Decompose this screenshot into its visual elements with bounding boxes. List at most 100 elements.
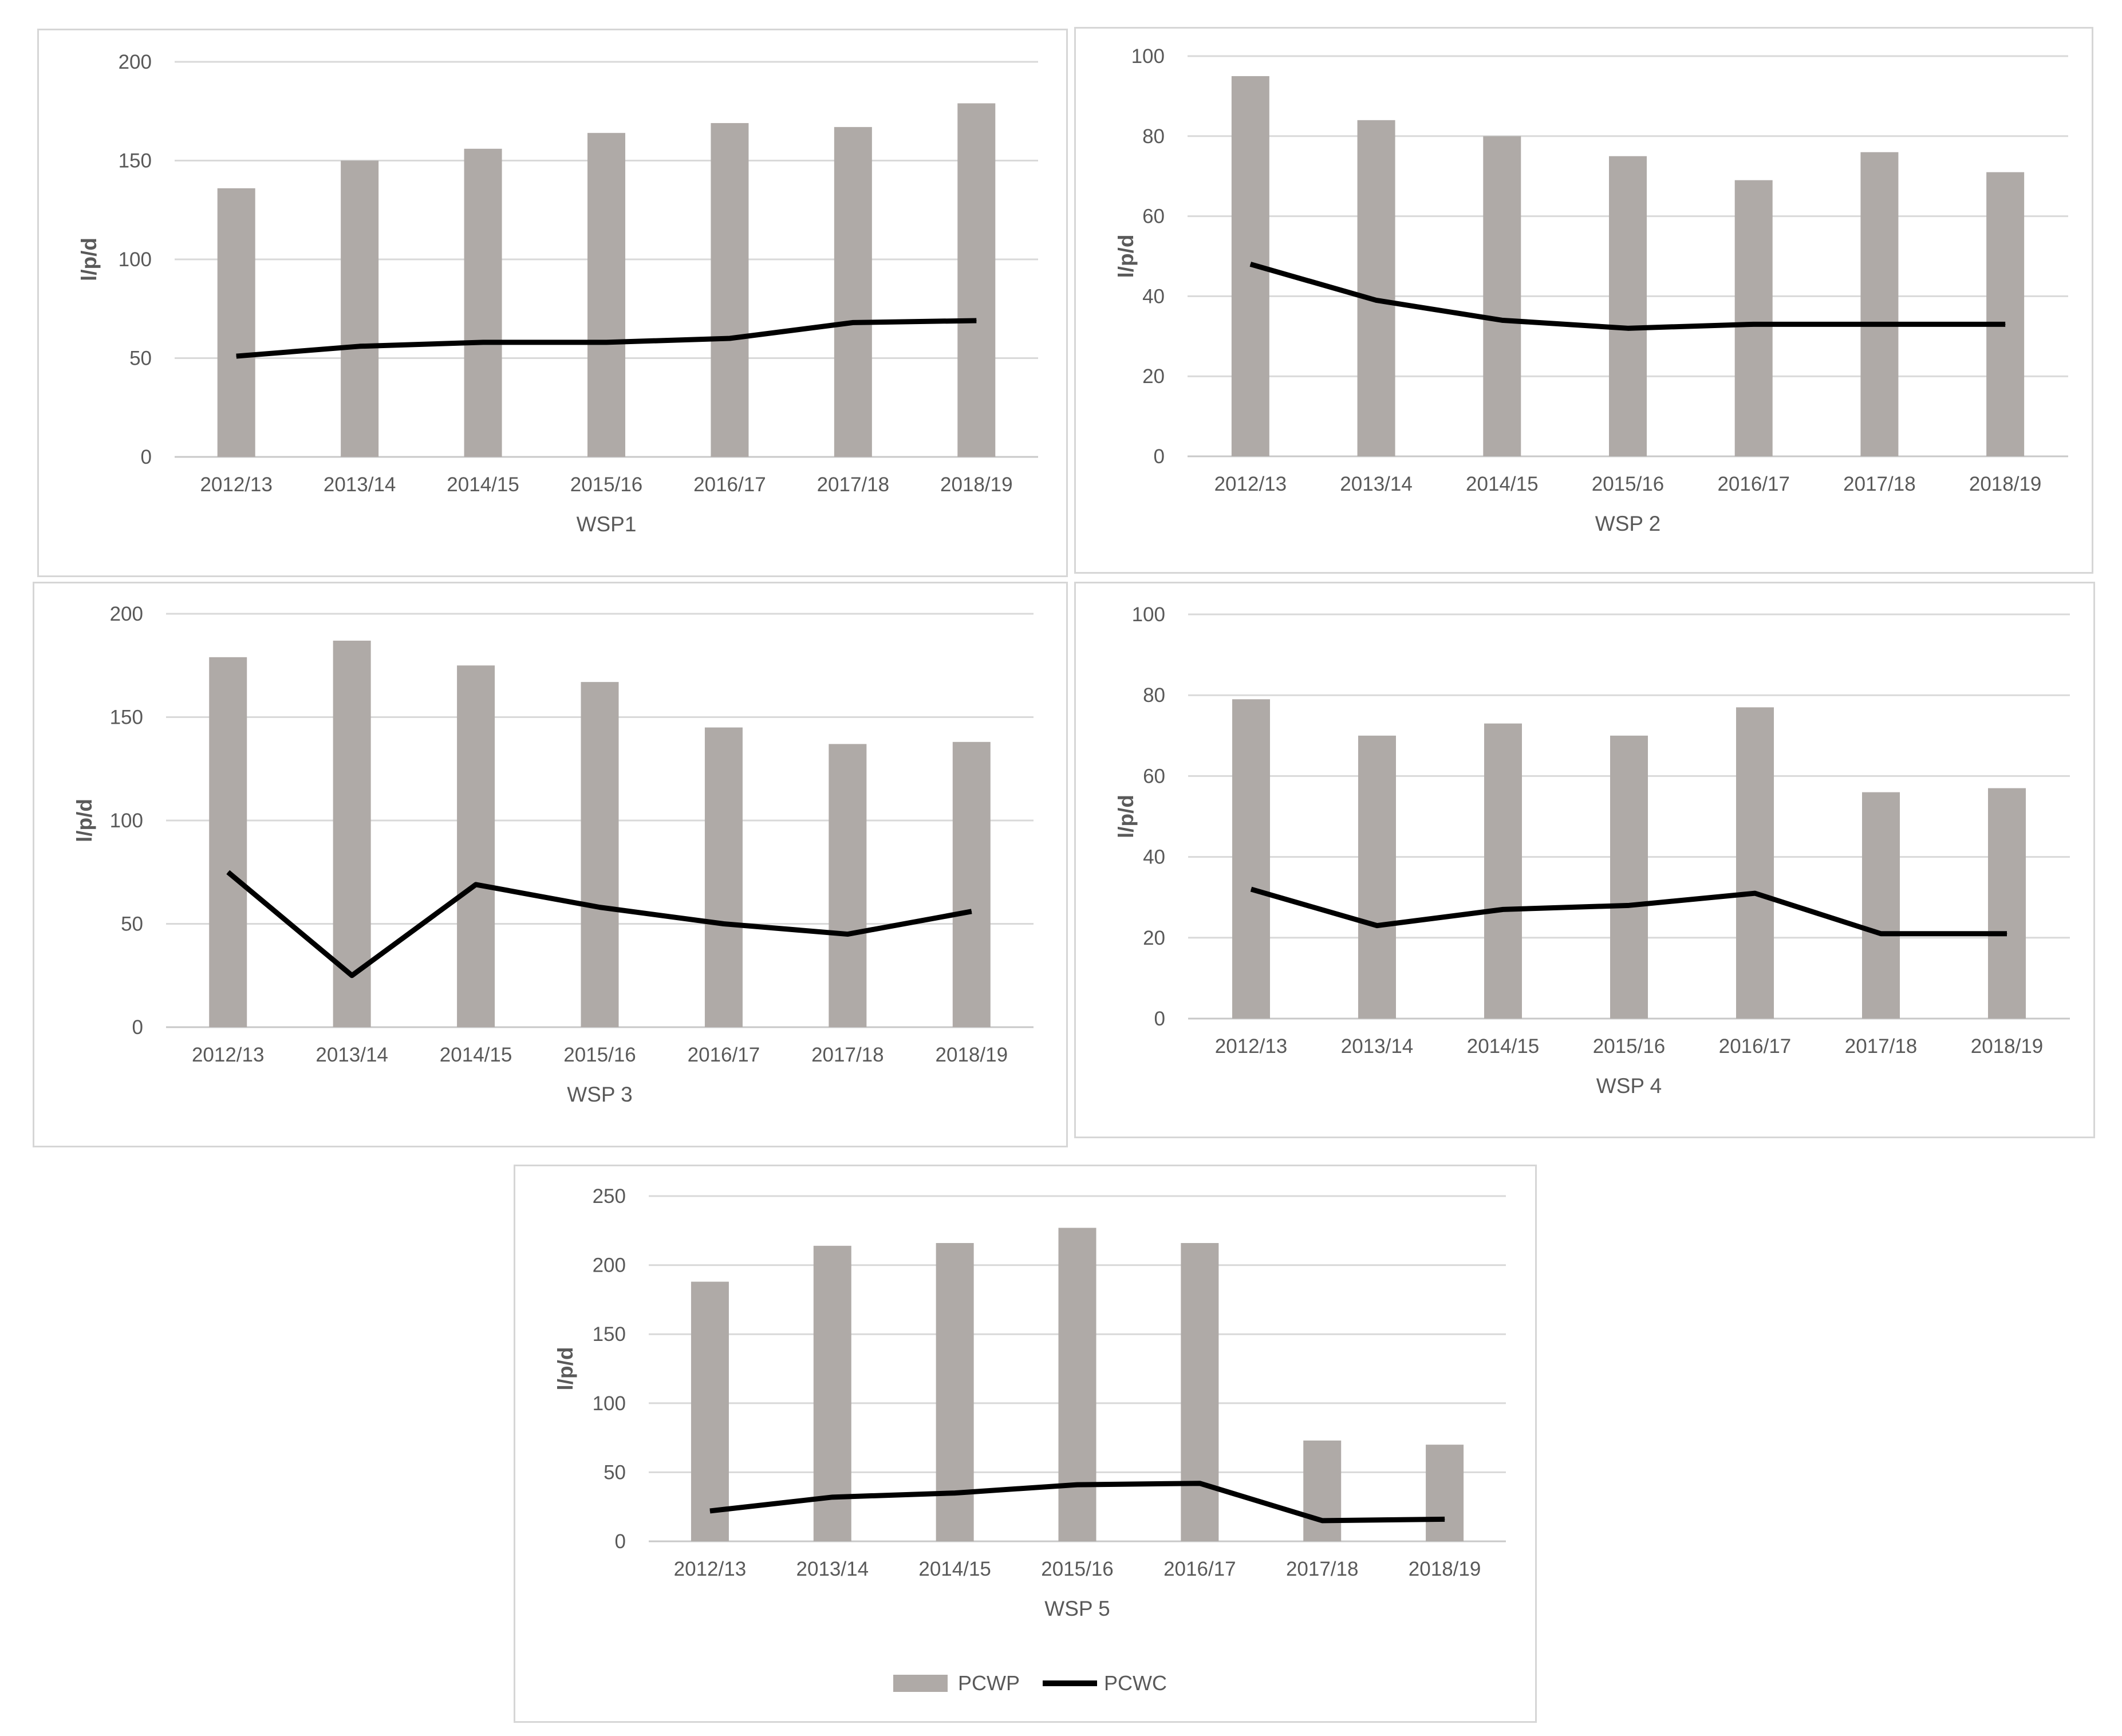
x-tick-label: 2013/14 (796, 1558, 869, 1580)
x-tick-label: 2018/19 (1971, 1035, 2044, 1058)
x-tick-label: 2013/14 (1340, 473, 1413, 495)
x-tick-label: 2014/15 (440, 1044, 512, 1066)
line-point-pcwc (971, 911, 972, 912)
y-tick-label: 100 (593, 1392, 626, 1415)
bar-pcwp (1426, 1445, 1464, 1541)
x-tick-label: 2012/13 (1215, 1035, 1288, 1058)
line-point-pcwc (1502, 909, 1504, 910)
x-tick-label: 2012/13 (200, 474, 273, 496)
legend-item-pcwc: PCWC (1043, 1671, 1167, 1695)
bar-pcwp (1734, 180, 1773, 456)
bar-pcwp (1988, 788, 2026, 1019)
bar-pcwp (1058, 1228, 1097, 1541)
x-tick-label: 2015/16 (1593, 1035, 1666, 1058)
bar-pcwp (581, 682, 619, 1027)
x-tick-label: 2018/19 (936, 1044, 1008, 1066)
y-tick-label: 100 (119, 248, 152, 271)
x-tick-label: 2016/17 (693, 474, 766, 496)
x-tick-label: 2012/13 (674, 1558, 747, 1580)
x-tick-label: 2014/15 (918, 1558, 991, 1580)
y-tick-label: 20 (1142, 365, 1165, 388)
x-tick-label: 2017/18 (1845, 1035, 1918, 1058)
x-tick-label: 2016/17 (688, 1044, 760, 1066)
legend-swatch-line (1043, 1680, 1097, 1686)
bar-pcwp (1483, 136, 1521, 457)
line-point-pcwc (976, 320, 977, 321)
line-point-pcwc (1322, 1520, 1323, 1521)
chart-panel-wsp2: 0 20 40 60 80 100 2012/13 2013/14 2014/15 2015/16… (1074, 27, 2093, 574)
y-axis-title: l/p/d (73, 799, 96, 842)
x-axis-title: WSP 3 (567, 1083, 632, 1106)
bar-pcwp (952, 741, 991, 1027)
y-tick-label: 200 (593, 1254, 626, 1277)
line-point-pcwc (729, 338, 730, 339)
bar-pcwp (209, 657, 247, 1027)
x-tick-label: 2017/18 (817, 474, 890, 496)
bar-pcwp (1181, 1243, 1219, 1541)
x-tick-label: 2014/15 (1467, 1035, 1540, 1058)
line-point-pcwc (599, 907, 600, 908)
bar-pcwp (457, 665, 495, 1027)
line-point-pcwc (1753, 323, 1754, 325)
y-axis-title: l/p/d (554, 1347, 577, 1390)
line-point-pcwc (1250, 263, 1251, 265)
chart-panel-wsp5: 0 50 100 150 200 250 2012/13 2013/14 2014/15 2015… (514, 1165, 1537, 1723)
chart-panel-wsp1: 0 50 100 150 200 2012/13 2013/14 2014/15 2015/16… (37, 29, 1068, 577)
x-tick-label: 2015/16 (1592, 473, 1665, 495)
y-tick-label: 0 (132, 1016, 143, 1039)
bar-pcwp (587, 133, 625, 457)
legend-swatch-bar (893, 1675, 948, 1692)
y-tick-label: 60 (1142, 206, 1165, 228)
bar-pcwp (1736, 707, 1774, 1019)
bar-pcwp (1860, 152, 1899, 456)
legend-item-pcwp: PCWP (893, 1671, 1020, 1695)
y-tick-label: 0 (1154, 1008, 1165, 1030)
bar-pcwp (1357, 120, 1395, 457)
bar-pcwp (711, 123, 749, 457)
x-tick-label: 2017/18 (1843, 473, 1916, 495)
x-tick-label: 2018/19 (1969, 473, 2042, 495)
x-tick-label: 2014/15 (1466, 473, 1539, 495)
x-tick-label: 2018/19 (1409, 1558, 1481, 1580)
bar-pcwp (834, 127, 872, 457)
legend-label-pcwc: PCWC (1104, 1671, 1167, 1695)
line-point-pcwc (1754, 893, 1756, 894)
chart-wsp4: 0 20 40 60 80 100 2012/13 2013/14 2014/15 2015/16… (1114, 603, 2070, 1098)
chart-wsp2: 0 20 40 60 80 100 2012/13 2013/14 2014/15 2015/16… (1114, 45, 2068, 535)
x-tick-label: 2015/16 (570, 474, 643, 496)
x-tick-label: 2015/16 (1041, 1558, 1114, 1580)
x-tick-label: 2012/13 (192, 1044, 265, 1066)
x-tick-label: 2016/17 (1717, 473, 1790, 495)
y-tick-label: 150 (593, 1323, 626, 1346)
line-point-pcwc (1251, 889, 1252, 890)
chart-wsp5: 0 50 100 150 200 250 2012/13 2013/14 2014/15 2015… (554, 1185, 1506, 1620)
y-axis-title: l/p/d (1114, 234, 1138, 278)
bar-pcwp (813, 1245, 851, 1541)
bar-pcwp (691, 1281, 729, 1541)
bar-pcwp (1484, 723, 1522, 1019)
y-axis-title: l/p/d (77, 238, 101, 281)
line-point-pcwc (1880, 933, 1882, 934)
y-tick-label: 200 (119, 51, 152, 73)
y-tick-label: 50 (121, 913, 143, 936)
bar-pcwp (1303, 1440, 1342, 1541)
y-tick-label: 60 (1143, 765, 1165, 787)
bar-pcwp (1986, 172, 2025, 456)
chart-wsp1: 0 50 100 150 200 2012/13 2013/14 2014/15 2015/16… (77, 51, 1038, 536)
line-point-pcwc (1628, 905, 1630, 906)
bar-pcwp (957, 103, 996, 457)
x-tick-label: 2012/13 (1214, 473, 1287, 495)
x-axis-title: WSP 2 (1595, 512, 1660, 535)
x-tick-label: 2013/14 (324, 474, 396, 496)
x-tick-label: 2013/14 (1341, 1035, 1414, 1058)
y-tick-label: 40 (1143, 846, 1165, 869)
y-tick-label: 20 (1143, 927, 1165, 949)
x-tick-label: 2018/19 (940, 474, 1013, 496)
y-tick-label: 80 (1142, 125, 1165, 148)
bar-pcwp (1358, 735, 1396, 1019)
bar-pcwp (936, 1243, 974, 1541)
line-point-pcwc (1879, 323, 1880, 325)
y-tick-label: 100 (1131, 45, 1165, 68)
line-point-pcwc (709, 1510, 711, 1512)
bar-pcwp (1862, 792, 1900, 1019)
